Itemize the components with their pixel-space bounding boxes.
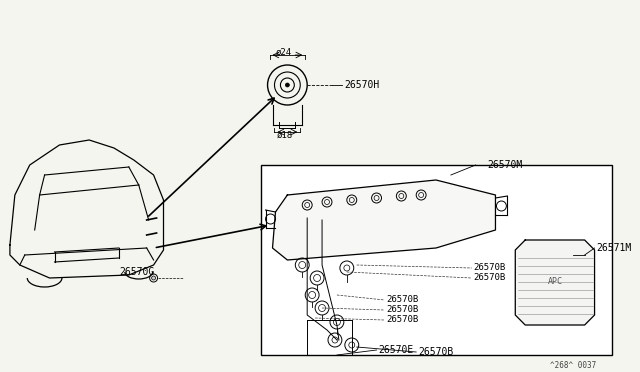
Text: ^268^ 0037: ^268^ 0037 [550,360,596,369]
Text: 26570B: 26570B [418,347,453,357]
Polygon shape [515,240,595,325]
Text: 26570M: 26570M [488,160,523,170]
Circle shape [285,83,289,87]
Text: 26570B: 26570B [474,273,506,282]
Text: 26570E: 26570E [378,345,414,355]
Text: 26570B: 26570B [387,315,419,324]
Text: ø18: ø18 [276,131,292,140]
Bar [260,165,612,355]
Polygon shape [273,180,495,260]
Text: APC: APC [547,278,563,286]
Text: ø24: ø24 [275,48,291,57]
Text: 26570B: 26570B [387,305,419,314]
Text: 26570G: 26570G [119,267,154,277]
Circle shape [152,276,156,280]
Text: 26570B: 26570B [387,295,419,305]
Text: 26570B: 26570B [474,263,506,273]
Text: 26571M: 26571M [596,243,632,253]
Text: 26570H: 26570H [344,80,379,90]
